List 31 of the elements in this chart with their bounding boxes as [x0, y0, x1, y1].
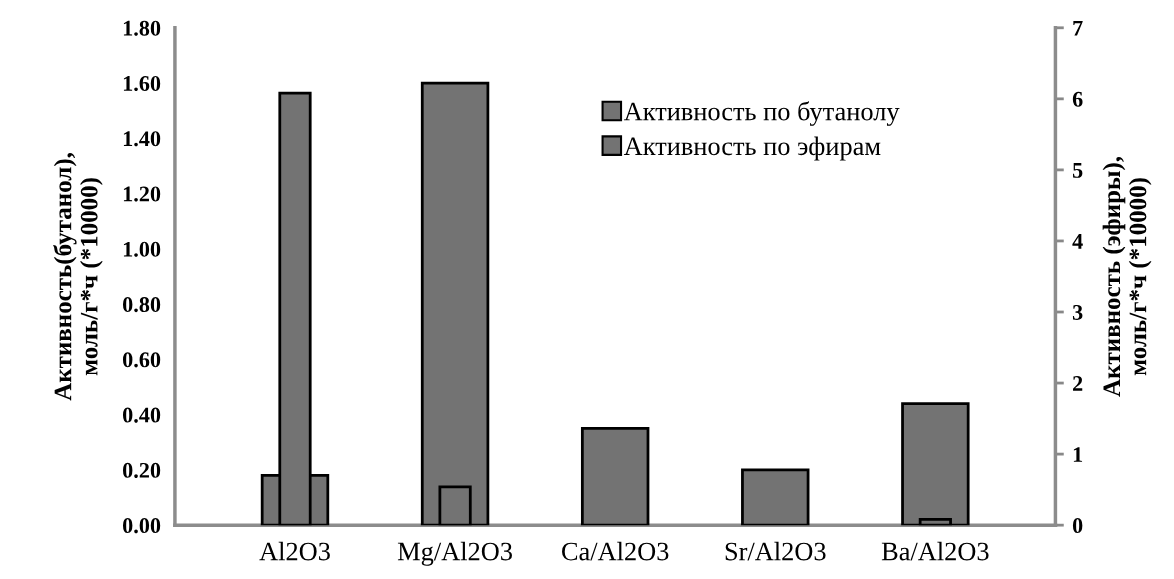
- y-tick-label: 1.40: [123, 131, 161, 147]
- y-tick-label: 1.80: [123, 20, 161, 36]
- y-tick-label: 0.60: [123, 352, 161, 368]
- y-tick-label: 0.20: [123, 462, 161, 478]
- x-tick-label: Mg/Al2O3: [397, 541, 512, 566]
- x-tick-label: Al2O3: [259, 541, 330, 561]
- y2-axis-title: Активность (эфиры), моль/г*ч (*10000): [1102, 156, 1152, 397]
- x-tick-label: Ba/Al2O3: [881, 541, 989, 561]
- y2-tick-label: 3: [1072, 304, 1083, 320]
- y2-tick-label: 6: [1072, 91, 1083, 107]
- y2-tick-label: 4: [1072, 234, 1083, 249]
- y2-tick-label: 7: [1073, 20, 1083, 36]
- bar: [741, 468, 810, 526]
- y-axis-title: Активность(бутанол), моль/г*ч (*10000): [53, 153, 103, 401]
- y2-tick-label: 1: [1073, 447, 1083, 462]
- y2-tick-label: 5: [1072, 163, 1083, 178]
- y-tick-label: 0.80: [123, 297, 161, 313]
- y2-tick-label: 0: [1072, 518, 1083, 534]
- y-tick-label: 1.20: [123, 186, 161, 202]
- legend-label: Активность по бутанолу: [623, 101, 900, 126]
- x-tick-label: Ca/Al2O3: [562, 541, 669, 561]
- y-tick-label: 0.40: [123, 407, 161, 423]
- bar: [420, 81, 490, 526]
- y-tick-label: 1.60: [123, 75, 161, 92]
- y-tick-label: 1.00: [123, 241, 161, 257]
- bar: [901, 402, 970, 526]
- x-tick-label: Sr/Al2O3: [725, 541, 826, 561]
- legend-label: Активность по эфирам: [623, 136, 881, 161]
- y2-tick-label: 2: [1073, 376, 1083, 391]
- y-tick-label: 0.00: [123, 518, 161, 534]
- bar: [580, 427, 650, 526]
